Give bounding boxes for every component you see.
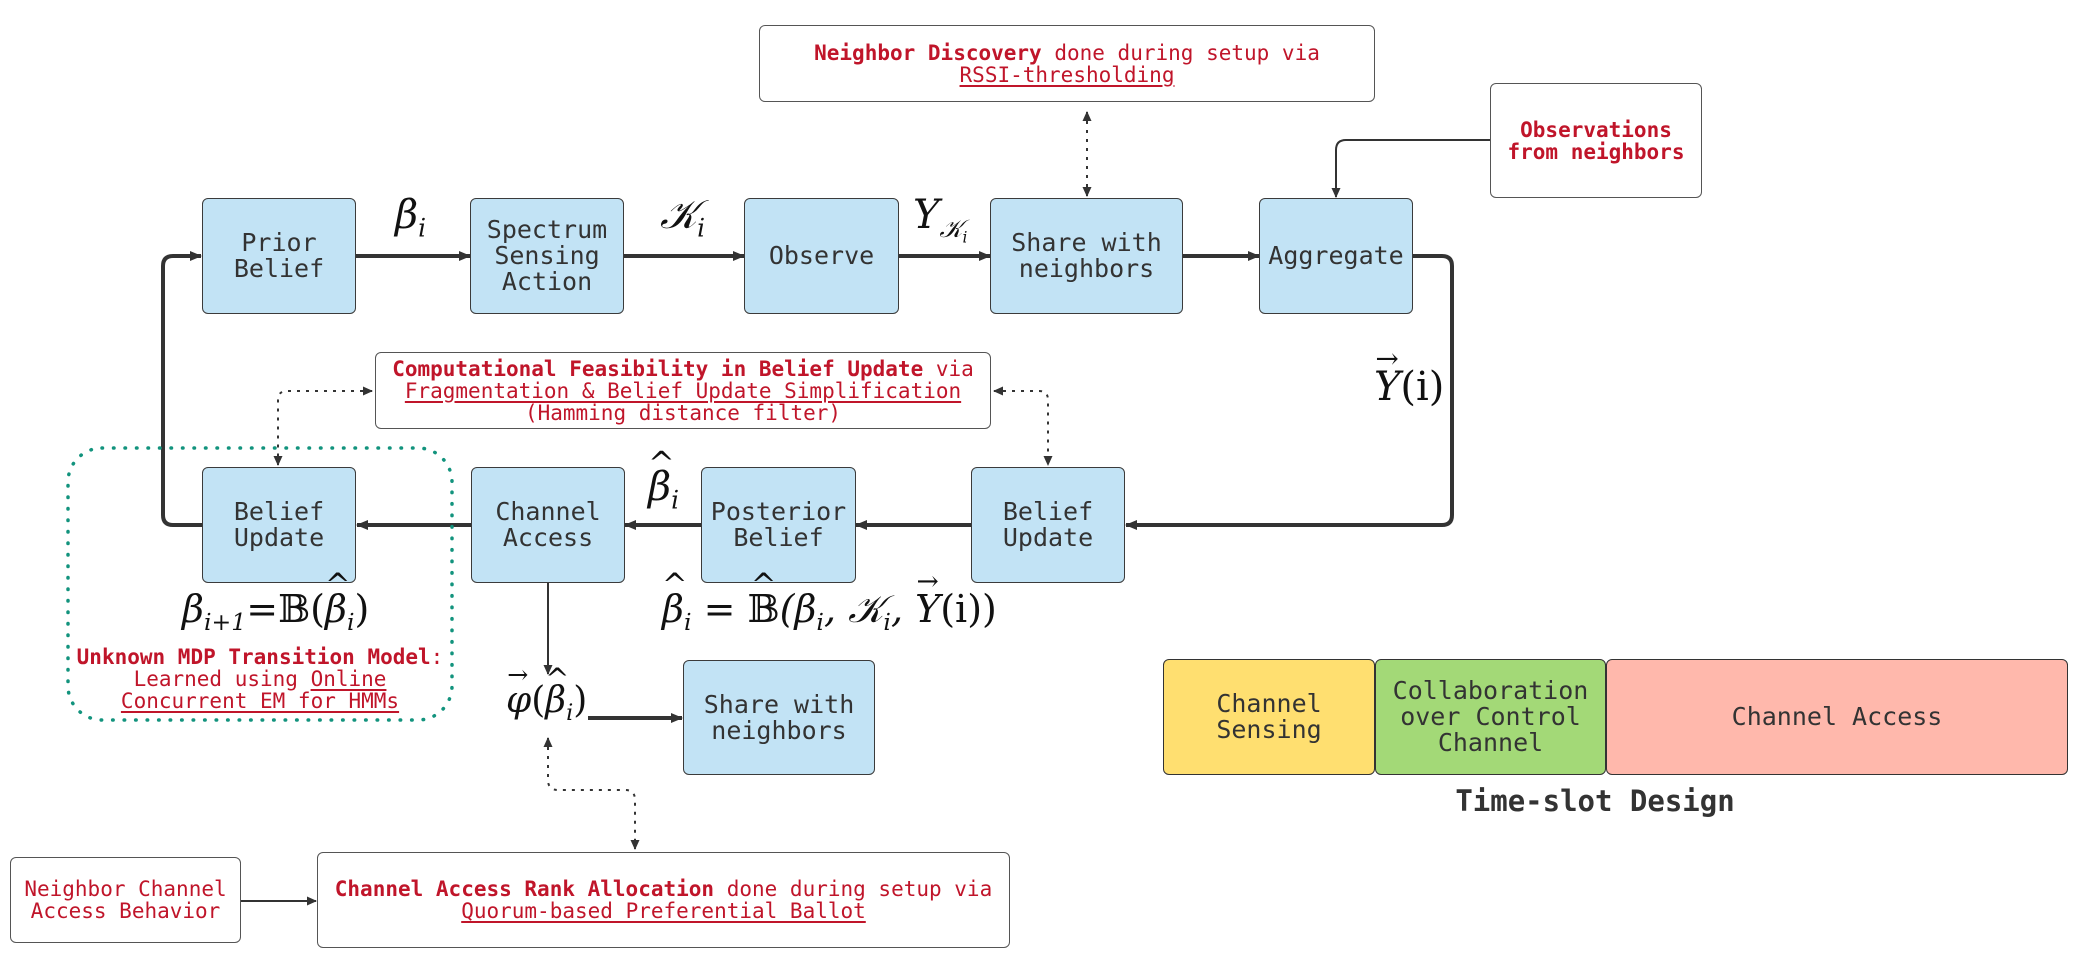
observe-node: Observe: [744, 198, 899, 314]
learning-loop-border: [66, 446, 454, 722]
neighbor-channel-behavior-note: Neighbor Channel Access Behavior: [10, 857, 241, 943]
belief-update-right-node: Belief Update: [971, 467, 1125, 583]
beta-hat-label: βi: [648, 444, 679, 515]
observations-note: Observations from neighbors: [1490, 83, 1702, 198]
y-vector-label: Y(i): [1374, 342, 1444, 410]
neighbor-discovery-note: Neighbor Discovery done during setup via…: [759, 25, 1375, 102]
prior-belief-node: Prior Belief: [202, 198, 356, 314]
posterior-belief-node: Posterior Belief: [701, 467, 856, 583]
arrow-loop-to-prior: [161, 251, 202, 527]
y-kappa-label: Y𝒦i: [913, 192, 968, 247]
dotted-feasibility-right: [993, 386, 1053, 466]
arrow-aggregate-to-update: [1125, 254, 1454, 530]
arrow-observations-to-aggregate: [1331, 139, 1490, 198]
beta-i-label: βi: [395, 192, 427, 243]
unknown-mdp-note: Unknown MDP Transition Model: Learned us…: [76, 645, 444, 713]
share-with-neighbors-node: Share with neighbors: [990, 198, 1183, 314]
posterior-rule: βi = 𝔹(βi, 𝒦i, Y(i)): [662, 566, 997, 636]
share-with-neighbors-bottom-node: Share with neighbors: [683, 660, 875, 775]
channel-access-node: Channel Access: [471, 467, 625, 583]
dotted-phi-to-rank: [543, 737, 640, 850]
belief-update-left-node: Belief Update: [202, 467, 356, 583]
slot-channel-sensing: Channel Sensing: [1163, 659, 1375, 775]
rank-allocation-note: Channel Access Rank Allocation done duri…: [317, 852, 1010, 948]
rssi-link-text: RSSI-thresholding: [959, 62, 1175, 87]
slot-collaboration: Collaboration over Control Channel: [1375, 659, 1606, 775]
slot-channel-access: Channel Access: [1606, 659, 2068, 775]
spectrum-sensing-node: Spectrum Sensing Action: [470, 198, 624, 314]
dotted-feasibility-left: [273, 386, 373, 466]
belief-update-rule: βi+1=𝔹(βi): [182, 568, 369, 636]
phi-label: φ(βi): [506, 660, 587, 725]
aggregate-node: Aggregate: [1259, 198, 1413, 314]
kappa-i-label: 𝒦i: [660, 192, 706, 243]
time-slot-title: Time-slot Design: [1455, 784, 1735, 818]
computational-feasibility-note: Computational Feasibility in Belief Upda…: [375, 352, 991, 429]
